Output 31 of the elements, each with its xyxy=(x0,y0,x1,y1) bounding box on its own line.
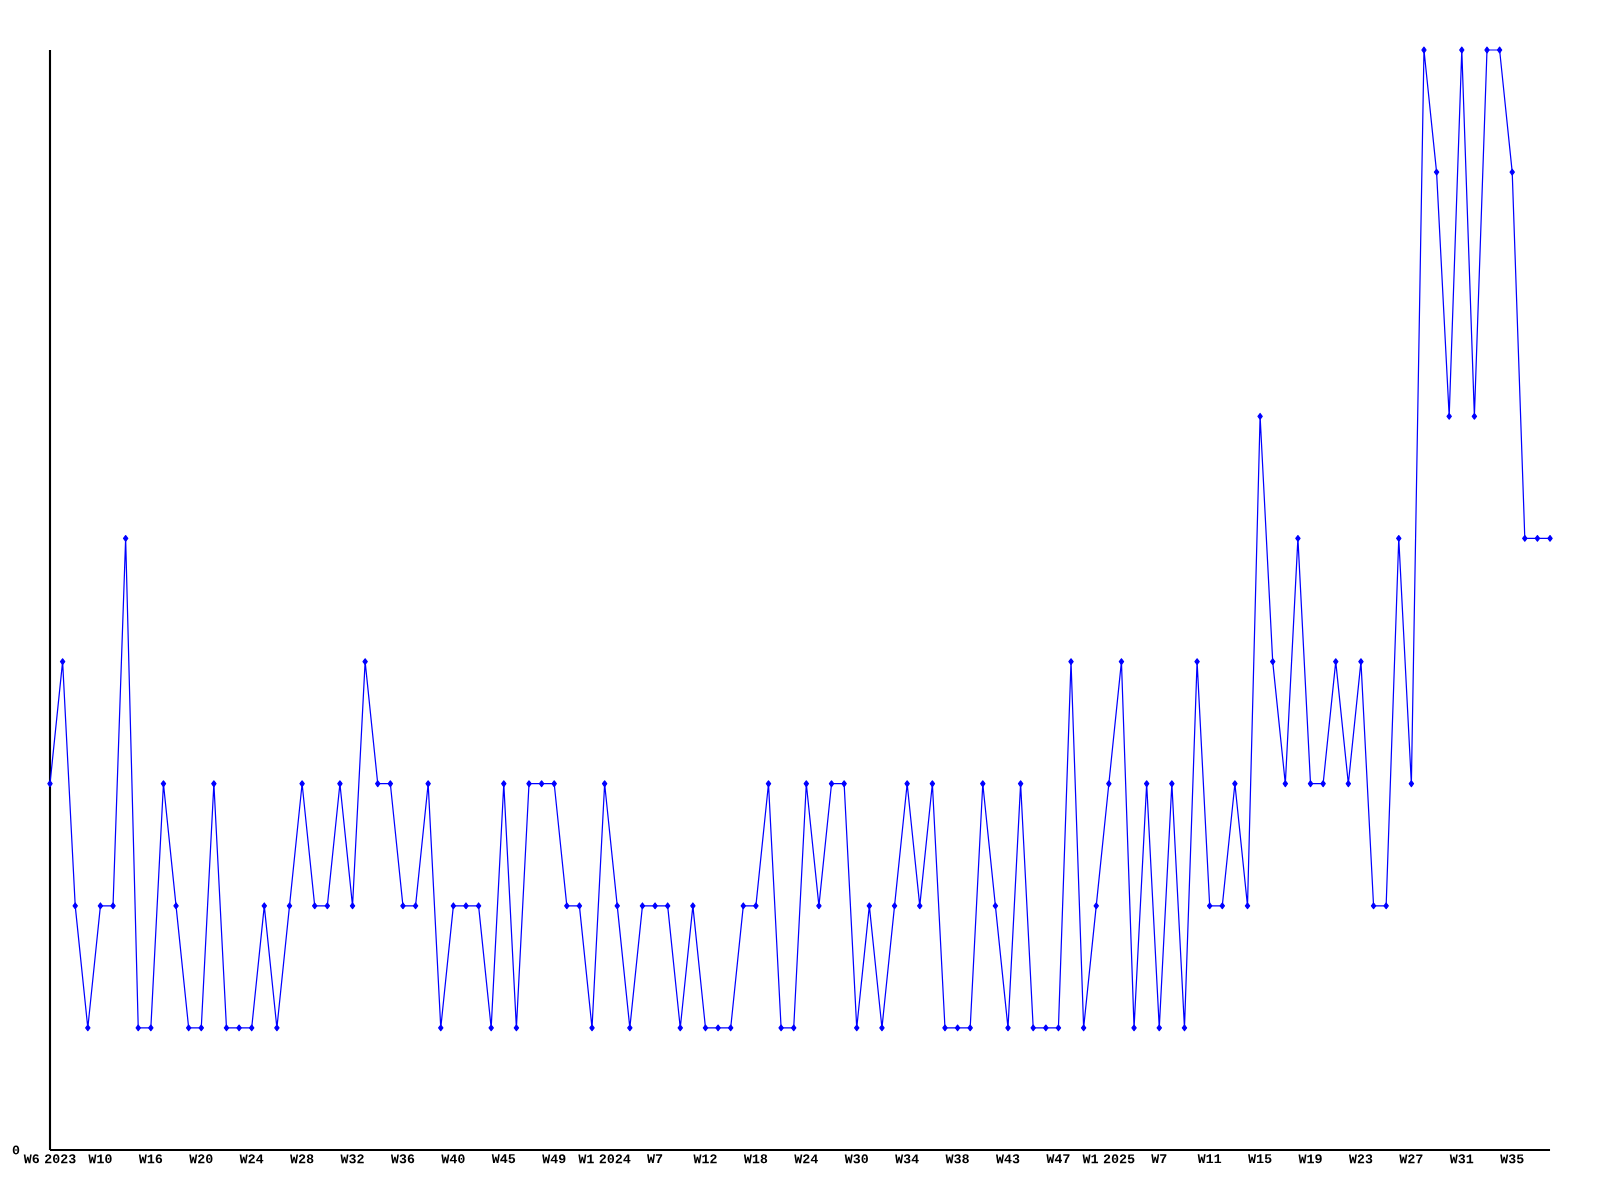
x-tick-label: W11 xyxy=(1197,1154,1222,1164)
x-tick-label: W43 xyxy=(995,1154,1020,1164)
x-tick-label: W24 xyxy=(239,1154,264,1164)
text: 0 xyxy=(12,1145,20,1155)
x-tick-label: W30 xyxy=(844,1154,868,1164)
x-tick-label: W15 xyxy=(1248,1154,1272,1164)
x-tick-label: W38 xyxy=(945,1154,969,1164)
x-tick-label: W12 xyxy=(693,1154,717,1164)
x-tick-label: W1 2024 xyxy=(578,1154,631,1164)
x-tick-label: W32 xyxy=(340,1154,364,1164)
x-tick-label: W49 xyxy=(542,1154,566,1164)
x-tick-label: W7 xyxy=(1151,1154,1167,1164)
x-tick-label: W24 xyxy=(794,1154,818,1164)
x-tick-label: W34 xyxy=(895,1154,919,1164)
x-tick-label: W1 2025 xyxy=(1082,1154,1135,1164)
x-tick-label: W36 xyxy=(390,1154,415,1164)
x-tick-label: W31 xyxy=(1449,1154,1474,1164)
x-tick-label: W40 xyxy=(441,1154,465,1164)
x-tick-label: W47 xyxy=(1046,1154,1070,1164)
x-tick-label: W20 xyxy=(189,1154,213,1164)
x-tick-label: W16 xyxy=(138,1154,163,1164)
x-tick-label: W28 xyxy=(290,1154,314,1164)
x-tick-label: W45 xyxy=(491,1154,516,1164)
x-tick-label: W35 xyxy=(1500,1154,1524,1164)
x-tick-label: W23 xyxy=(1348,1154,1373,1164)
x-tick-label: W10 xyxy=(88,1154,112,1164)
x-tick-label: W7 xyxy=(647,1154,663,1164)
x-tick-label: W27 xyxy=(1399,1154,1423,1164)
x-tick-label: W6 2023 xyxy=(23,1154,76,1164)
x-tick-label: W18 xyxy=(743,1154,768,1164)
x-tick-label: W19 xyxy=(1298,1154,1322,1164)
